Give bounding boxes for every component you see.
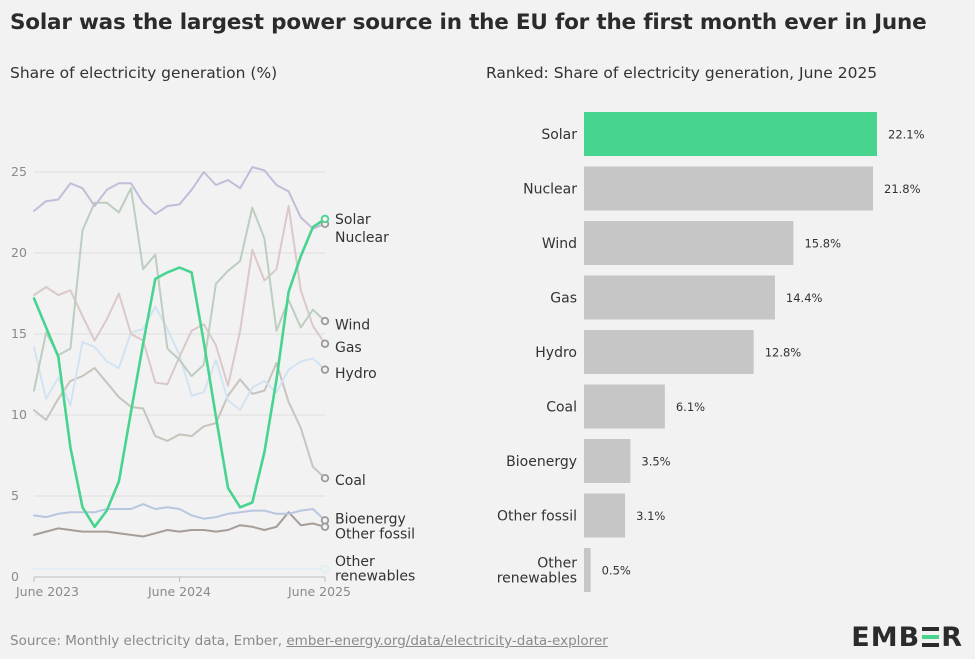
bar-value-label: 22.1% <box>888 128 925 142</box>
series-label-other_fossil: Other fossil <box>335 526 415 542</box>
bar-category-label: Gas <box>550 291 577 307</box>
series-label-coal: Coal <box>335 473 366 489</box>
bar-category-label: renewables <box>497 571 577 587</box>
page-title: Solar was the largest power source in th… <box>10 10 927 35</box>
series-label-hydro: Hydro <box>335 366 377 382</box>
y-tick-label: 20 <box>11 245 27 260</box>
series-end-marker-bioenergy <box>320 516 330 525</box>
bar-category-label: Nuclear <box>523 182 577 198</box>
bar-nuclear <box>584 166 874 211</box>
series-line-other_fossil <box>33 511 326 538</box>
source-text: Source: Monthly electricity data, Ember, <box>10 633 287 649</box>
bar-category-label: Other fossil <box>497 509 577 525</box>
x-tick-label: June 2025 <box>287 584 351 599</box>
series-label-solar: Solar <box>335 212 371 228</box>
series-end-marker-hydro <box>320 365 330 374</box>
logo-e-mark-icon <box>922 627 940 648</box>
series-line-solar <box>32 217 327 529</box>
series-label-other_renewables: renewables <box>335 568 415 584</box>
bar-value-label: 6.1% <box>676 400 705 414</box>
bar-value-label: 21.8% <box>884 182 921 196</box>
bar-value-label: 0.5% <box>602 564 631 578</box>
line-chart: 0 5 10 15 20 25 June 2023 June 2024 June 2025 Sol… <box>11 164 415 599</box>
bar-chart-subtitle: Ranked: Share of electricity generation,… <box>486 64 878 82</box>
bar-category-label: Wind <box>542 236 577 252</box>
series-line-coal <box>33 362 326 480</box>
ember-logo: EMB R <box>851 622 963 653</box>
y-tick-label: 0 <box>11 569 19 584</box>
series-end-marker-wind <box>320 316 330 326</box>
series-label-nuclear: Nuclear <box>335 230 389 246</box>
y-tick-label: 15 <box>11 326 27 341</box>
bar-category-label: Solar <box>541 127 577 143</box>
y-tick-label: 5 <box>11 488 19 503</box>
series-end-marker-solar <box>320 214 330 224</box>
series-end-marker-other_renewables <box>320 564 330 574</box>
source-footer: Source: Monthly electricity data, Ember,… <box>10 633 608 649</box>
bar-other-renewables <box>584 548 591 592</box>
source-link[interactable]: ember-energy.org/data/electricity-data-e… <box>286 633 608 649</box>
series-label-other_renewables: Other <box>335 554 375 570</box>
bar-solar <box>584 112 877 156</box>
bar-category-label: Bioenergy <box>506 454 577 470</box>
y-tick-label: 10 <box>11 407 27 422</box>
bar-value-label: 12.8% <box>765 346 802 360</box>
series-line-nuclear <box>33 166 326 230</box>
series-line-bioenergy <box>33 503 326 522</box>
series-end-marker-coal <box>320 473 330 483</box>
bar-value-label: 15.8% <box>804 237 841 251</box>
bar-value-label: 3.1% <box>636 509 665 523</box>
bar-gas <box>584 275 775 320</box>
series-label-gas: Gas <box>335 340 362 356</box>
logo-text-left: EMB <box>851 622 921 653</box>
bar-hydro <box>584 330 754 374</box>
series-label-wind: Wind <box>335 317 370 333</box>
line-chart-subtitle: Share of electricity generation (%) <box>10 64 278 82</box>
x-tick-label: June 2023 <box>15 584 79 599</box>
series-end-marker-gas <box>320 339 330 348</box>
bar-category-label: Other <box>537 556 577 572</box>
bar-bioenergy <box>584 439 631 483</box>
bar-coal <box>584 384 665 429</box>
logo-text-right: R <box>941 622 963 653</box>
series-line-wind <box>33 187 326 392</box>
bar-category-label: Coal <box>546 400 577 416</box>
bar-wind <box>584 221 794 265</box>
series-line-gas <box>33 205 326 387</box>
series-label-bioenergy: Bioenergy <box>335 512 406 528</box>
y-tick-label: 25 <box>11 164 27 179</box>
bar-value-label: 3.5% <box>641 455 670 469</box>
bar-other-fossil <box>584 493 626 538</box>
bar-category-label: Hydro <box>535 345 577 361</box>
x-tick-label: June 2024 <box>147 584 211 599</box>
bar-value-label: 14.4% <box>786 291 823 305</box>
